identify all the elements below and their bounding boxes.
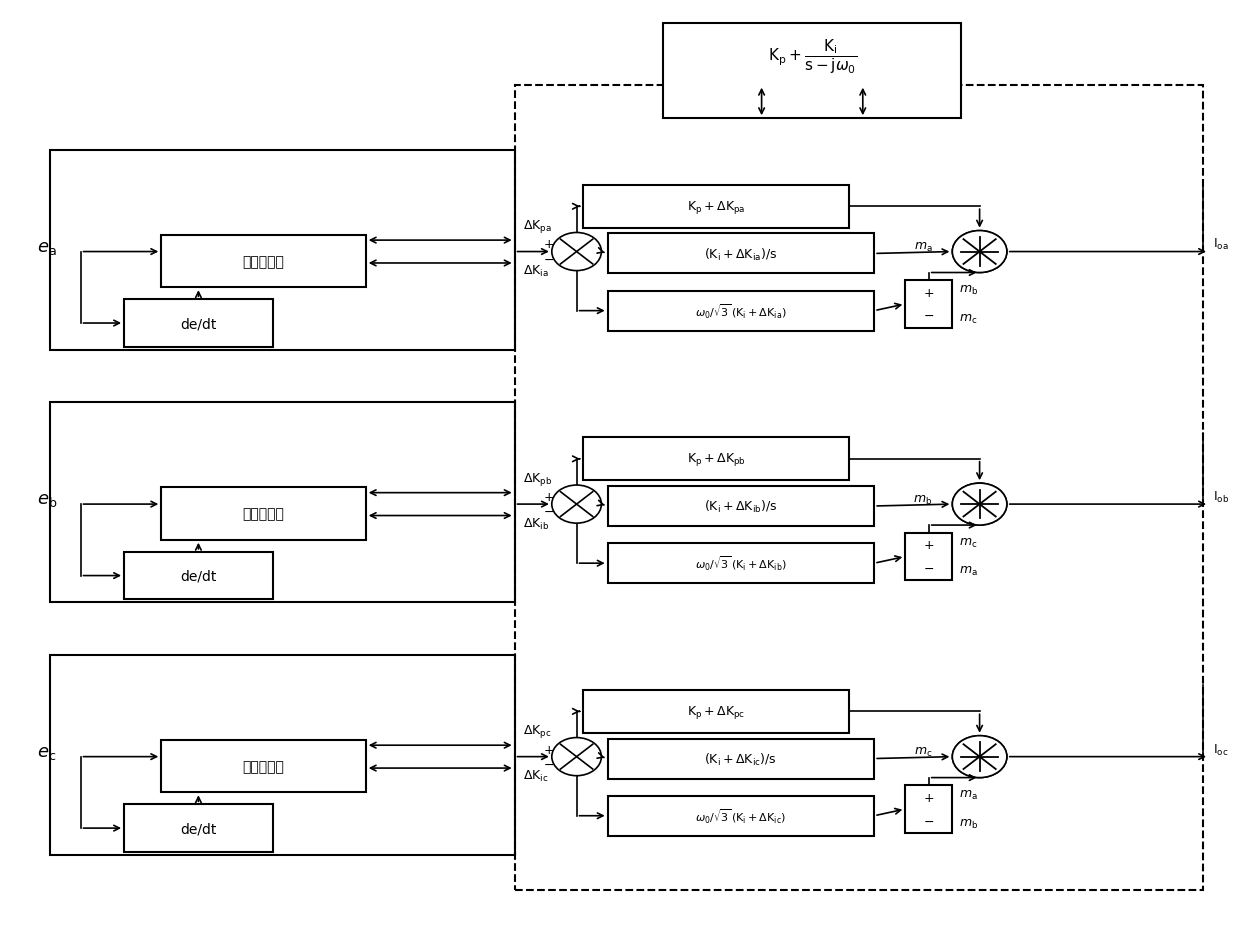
- Bar: [608, 234, 874, 274]
- Text: $\mathrm{K_p+\Delta K_{pc}}$: $\mathrm{K_p+\Delta K_{pc}}$: [687, 704, 745, 720]
- Text: $(\mathrm{K_i+\Delta K_{ia}})/\mathrm{s}$: $(\mathrm{K_i+\Delta K_{ia}})/\mathrm{s}…: [704, 247, 777, 262]
- Text: $e_{\rm a}$: $e_{\rm a}$: [37, 239, 57, 256]
- Circle shape: [952, 484, 1007, 526]
- Text: $\mathrm{I_{oc}}$: $\mathrm{I_{oc}}$: [1213, 742, 1228, 757]
- Circle shape: [552, 486, 601, 524]
- Text: $\Delta\mathrm{K_{ic}}$: $\Delta\mathrm{K_{ic}}$: [523, 768, 549, 783]
- Text: 模糊控制器: 模糊控制器: [243, 507, 284, 521]
- Text: $(\mathrm{K_i+\Delta K_{ic}})/\mathrm{s}$: $(\mathrm{K_i+\Delta K_{ic}})/\mathrm{s}…: [704, 751, 777, 766]
- Text: 模糊控制器: 模糊控制器: [243, 760, 284, 773]
- Bar: [124, 552, 273, 600]
- Text: +: +: [924, 539, 934, 551]
- Text: $\Delta\mathrm{K_{pb}}$: $\Delta\mathrm{K_{pb}}$: [523, 470, 553, 487]
- Text: $\omega_0/\sqrt{3}\,(\mathrm{K_i+\Delta K_{ib}})$: $\omega_0/\sqrt{3}\,(\mathrm{K_i+\Delta …: [694, 554, 787, 573]
- Text: $m_{\rm b}$: $m_{\rm b}$: [959, 817, 977, 830]
- Bar: [608, 486, 874, 526]
- Bar: [608, 796, 874, 836]
- Bar: [583, 438, 849, 481]
- Bar: [905, 785, 952, 833]
- Bar: [161, 235, 366, 288]
- Circle shape: [952, 736, 1007, 778]
- Text: $(\mathrm{K_i+\Delta K_{ib}})/\mathrm{s}$: $(\mathrm{K_i+\Delta K_{ib}})/\mathrm{s}…: [704, 499, 777, 514]
- Text: −: −: [544, 253, 554, 267]
- Text: +: +: [543, 743, 554, 756]
- Text: −: −: [924, 563, 934, 575]
- Text: $m_{\rm c}$: $m_{\rm c}$: [914, 745, 932, 759]
- Text: $\mathrm{I_{oa}}$: $\mathrm{I_{oa}}$: [1213, 237, 1229, 252]
- Bar: [583, 186, 849, 228]
- Bar: [161, 741, 366, 792]
- Bar: [124, 804, 273, 852]
- Text: $m_{\rm b}$: $m_{\rm b}$: [959, 284, 977, 297]
- Text: $\Delta\mathrm{K_{ib}}$: $\Delta\mathrm{K_{ib}}$: [523, 516, 549, 531]
- Text: $\mathrm{K_p+\Delta K_{pb}}$: $\mathrm{K_p+\Delta K_{pb}}$: [687, 451, 745, 467]
- Bar: [608, 739, 874, 779]
- Circle shape: [552, 233, 601, 271]
- Text: −: −: [544, 758, 554, 771]
- Text: de/dt: de/dt: [180, 822, 217, 835]
- Bar: [905, 533, 952, 581]
- Bar: [50, 150, 515, 350]
- Text: $\omega_0/\sqrt{3}\,(\mathrm{K_i+\Delta K_{ia}})$: $\omega_0/\sqrt{3}\,(\mathrm{K_i+\Delta …: [696, 302, 786, 321]
- Circle shape: [952, 231, 1007, 273]
- Text: $\mathrm{K_p}+\dfrac{\mathrm{K_i}}{\mathrm{s}-\mathrm{j}\omega_0}$: $\mathrm{K_p}+\dfrac{\mathrm{K_i}}{\math…: [768, 38, 857, 76]
- Text: +: +: [543, 490, 554, 504]
- Bar: [161, 488, 366, 541]
- Circle shape: [952, 736, 1007, 778]
- Text: −: −: [544, 506, 554, 519]
- Text: +: +: [924, 287, 934, 299]
- Text: de/dt: de/dt: [180, 569, 217, 583]
- Text: $m_{\rm a}$: $m_{\rm a}$: [914, 241, 932, 254]
- Bar: [608, 291, 874, 331]
- Text: $m_{\rm c}$: $m_{\rm c}$: [959, 312, 977, 326]
- Text: −: −: [924, 310, 934, 323]
- Text: $\Delta\mathrm{K_{pc}}$: $\Delta\mathrm{K_{pc}}$: [523, 723, 552, 740]
- Text: 模糊控制器: 模糊控制器: [243, 255, 284, 268]
- Bar: [905, 281, 952, 328]
- Text: $\mathrm{I_{ob}}$: $\mathrm{I_{ob}}$: [1213, 489, 1229, 505]
- Text: $\Delta\mathrm{K_{ia}}$: $\Delta\mathrm{K_{ia}}$: [523, 264, 549, 279]
- Text: $\Delta\mathrm{K_{pa}}$: $\Delta\mathrm{K_{pa}}$: [523, 218, 552, 235]
- Text: $m_{\rm c}$: $m_{\rm c}$: [959, 536, 977, 549]
- Text: +: +: [924, 791, 934, 803]
- Text: +: +: [543, 238, 554, 251]
- Text: $m_{\rm a}$: $m_{\rm a}$: [959, 788, 977, 802]
- Bar: [50, 403, 515, 603]
- Text: $m_{\rm a}$: $m_{\rm a}$: [959, 565, 977, 578]
- Text: $\omega_0/\sqrt{3}\,(\mathrm{K_i+\Delta K_{ic}})$: $\omega_0/\sqrt{3}\,(\mathrm{K_i+\Delta …: [696, 806, 786, 825]
- Bar: [583, 690, 849, 733]
- Text: $m_{\rm b}$: $m_{\rm b}$: [914, 493, 932, 506]
- Text: −: −: [924, 815, 934, 827]
- Bar: [663, 24, 961, 119]
- Text: de/dt: de/dt: [180, 317, 217, 330]
- Bar: [608, 544, 874, 584]
- Text: $\mathrm{K_p+\Delta K_{pa}}$: $\mathrm{K_p+\Delta K_{pa}}$: [687, 199, 745, 215]
- Text: $e_{\rm c}$: $e_{\rm c}$: [37, 744, 57, 761]
- Text: $e_{\rm b}$: $e_{\rm b}$: [37, 491, 57, 508]
- Circle shape: [552, 738, 601, 776]
- Bar: [124, 300, 273, 347]
- Circle shape: [952, 231, 1007, 273]
- Circle shape: [952, 484, 1007, 526]
- Bar: [515, 86, 1203, 890]
- Bar: [50, 655, 515, 855]
